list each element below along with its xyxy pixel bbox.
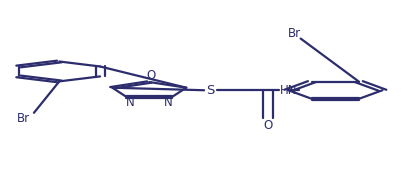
Text: Br: Br	[17, 112, 30, 125]
Text: O: O	[147, 69, 156, 82]
Text: N: N	[164, 96, 173, 109]
Text: N: N	[126, 96, 135, 109]
Text: S: S	[207, 84, 215, 97]
Text: O: O	[263, 119, 272, 132]
Text: Br: Br	[288, 27, 301, 40]
Text: HN: HN	[280, 84, 297, 97]
